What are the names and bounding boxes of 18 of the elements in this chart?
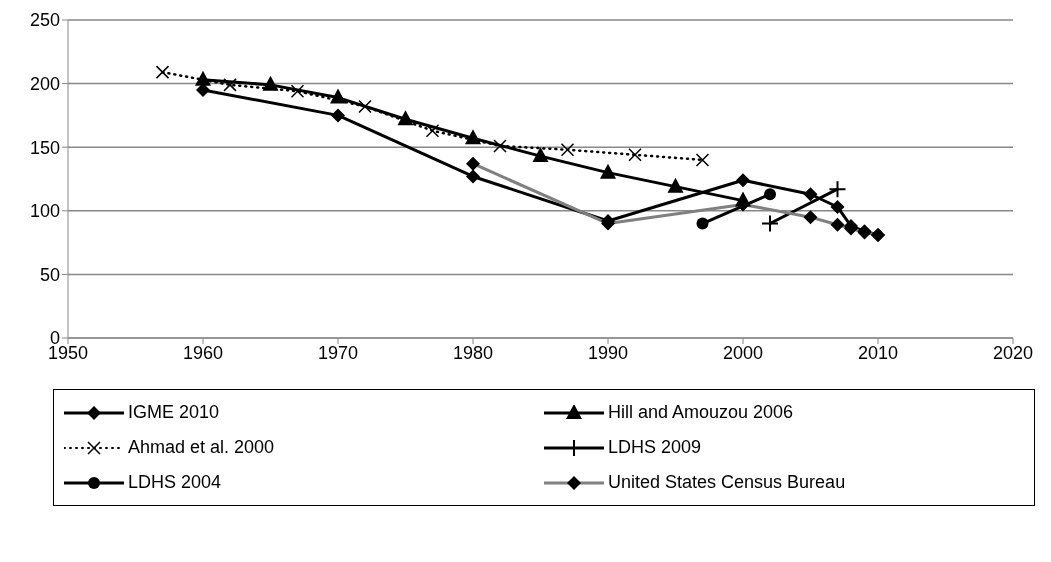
y-tick-label: 100 [29, 201, 60, 222]
legend-label: Hill and Amouzou 2006 [608, 402, 794, 423]
x-tick-label: 2010 [857, 342, 899, 363]
legend-label: IGME 2010 [128, 402, 220, 423]
y-tick-label: 150 [29, 137, 60, 158]
y-tick-label: 200 [29, 73, 60, 94]
x-tick-label: 2000 [722, 342, 764, 363]
x-tick-label: 1960 [182, 342, 224, 363]
legend-label: United States Census Bureau [608, 472, 846, 493]
legend-label: LDHS 2004 [128, 472, 222, 493]
x-tick-label: 1970 [317, 342, 359, 363]
x-tick-label: 2020 [992, 342, 1034, 363]
x-tick-label: 1980 [452, 342, 494, 363]
legend-label: LDHS 2009 [608, 437, 702, 458]
x-tick-label: 1990 [587, 342, 629, 363]
y-tick-label: 250 [29, 10, 60, 31]
legend-label: Ahmad et al. 2000 [128, 437, 275, 458]
y-tick-label: 50 [39, 264, 60, 285]
